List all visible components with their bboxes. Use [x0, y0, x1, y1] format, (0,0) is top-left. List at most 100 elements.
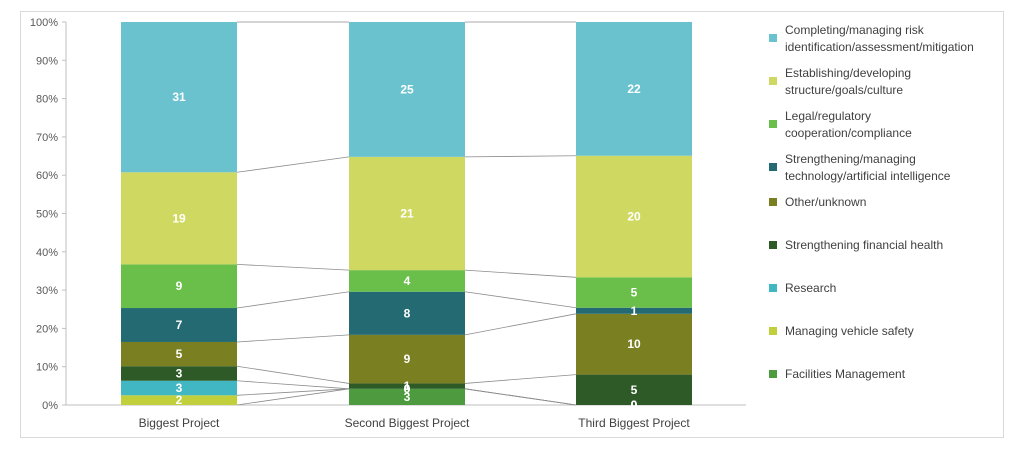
bar-segment [349, 388, 465, 405]
bar-segment [349, 383, 465, 389]
bar-segment [349, 270, 465, 292]
legend: Completing/managing risk identification/a… [769, 23, 974, 381]
data-label: 5 [631, 286, 638, 300]
legend-swatch [769, 120, 777, 128]
bar-segment [121, 22, 237, 173]
y-tick-label: 90% [36, 55, 58, 67]
y-tick-label: 40% [36, 247, 58, 259]
bar-segment [121, 172, 237, 265]
series-line [236, 380, 350, 390]
series-line [464, 313, 577, 336]
y-tick-label: 100% [30, 17, 58, 29]
y-tick-label: 80% [36, 94, 58, 106]
data-label: 1 [631, 304, 638, 318]
y-tick-label: 60% [36, 170, 58, 182]
legend-label: Completing/managing risk [785, 23, 925, 37]
bar-segment [121, 341, 237, 367]
bar-segment [349, 334, 465, 384]
bar-segment [121, 380, 237, 396]
legend-label: Strengthening/managing [785, 152, 916, 166]
legend-label: Research [785, 281, 836, 295]
data-label: 7 [176, 318, 183, 332]
y-tick-label: 10% [36, 362, 58, 374]
series-line [236, 365, 350, 384]
series-line [464, 155, 577, 158]
bar-segment [121, 264, 237, 309]
data-label: 3 [404, 390, 411, 404]
series-line [236, 334, 350, 343]
y-tick-label: 20% [36, 323, 58, 335]
data-label: 31 [172, 90, 186, 104]
data-label: 19 [172, 211, 186, 225]
legend-swatch [769, 34, 777, 42]
data-label: 0 [631, 398, 638, 412]
legend-swatch [769, 163, 777, 171]
data-label: 3 [176, 381, 183, 395]
bar-segment [576, 313, 692, 375]
series-line [464, 388, 577, 406]
bar-segment [576, 307, 692, 314]
legend-label: Managing vehicle safety [785, 324, 914, 338]
series-line [464, 374, 577, 384]
series-line [236, 388, 350, 406]
legend-label: technology/artificial intelligence [785, 169, 951, 183]
series-line [236, 156, 350, 173]
data-label: 0 [631, 398, 638, 412]
y-tick-label: 30% [36, 285, 58, 297]
series-lines [236, 21, 577, 406]
data-label: 2 [176, 393, 183, 407]
data-label: 0 [404, 382, 411, 396]
data-label: 8 [404, 306, 411, 320]
data-label: 3 [176, 366, 183, 380]
bar-segment [576, 374, 692, 405]
data-label: 5 [631, 383, 638, 397]
legend-swatch [769, 77, 777, 85]
legend-label: Strengthening financial health [785, 238, 943, 252]
data-label: 9 [404, 352, 411, 366]
category-label: Third Biggest Project [578, 416, 690, 430]
legend-label: structure/goals/culture [785, 83, 903, 97]
data-label: 10 [627, 337, 641, 351]
legend-label: Establishing/developing [785, 66, 911, 80]
data-label: 22 [627, 82, 641, 96]
bar-segment [349, 22, 465, 157]
category-label: Second Biggest Project [345, 416, 470, 430]
bars [121, 22, 692, 405]
series-line [464, 291, 577, 309]
y-tick-label: 0% [42, 400, 58, 412]
series-line [236, 264, 350, 271]
legend-swatch [769, 370, 777, 378]
bar-segment [576, 155, 692, 278]
series-line [464, 269, 577, 278]
legend-swatch [769, 241, 777, 249]
legend-label: Legal/regulatory [785, 109, 871, 123]
y-tick-label: 50% [36, 209, 58, 221]
data-label: 9 [176, 279, 183, 293]
legend-label: Other/unknown [785, 195, 866, 209]
legend-swatch [769, 198, 777, 206]
series-line [236, 291, 350, 309]
bar-segment [576, 277, 692, 308]
bar-segment [121, 395, 237, 405]
series-line [236, 388, 350, 396]
x-axis-categories: Biggest Project Second Biggest Project Thi… [139, 416, 691, 430]
bar-segment [121, 366, 237, 381]
data-label: 25 [400, 82, 414, 96]
legend-label: cooperation/compliance [785, 126, 912, 140]
legend-label: Facilities Management [785, 367, 906, 381]
data-label: 0 [631, 398, 638, 412]
data-label: 5 [176, 347, 183, 361]
bar-segment [349, 291, 465, 335]
category-label: Biggest Project [139, 416, 220, 430]
legend-label: identification/assessment/mitigation [785, 40, 974, 54]
data-label: 20 [627, 210, 641, 224]
stacked-bar-chart: 0%10%20%30%40%50%60%70%80%90%100% 233579… [30, 17, 974, 430]
bar-segment [349, 156, 465, 271]
data-label: 21 [400, 207, 414, 221]
y-tick-label: 70% [36, 132, 58, 144]
data-label: 4 [404, 274, 411, 288]
bar-segment [121, 308, 237, 342]
legend-swatch [769, 327, 777, 335]
